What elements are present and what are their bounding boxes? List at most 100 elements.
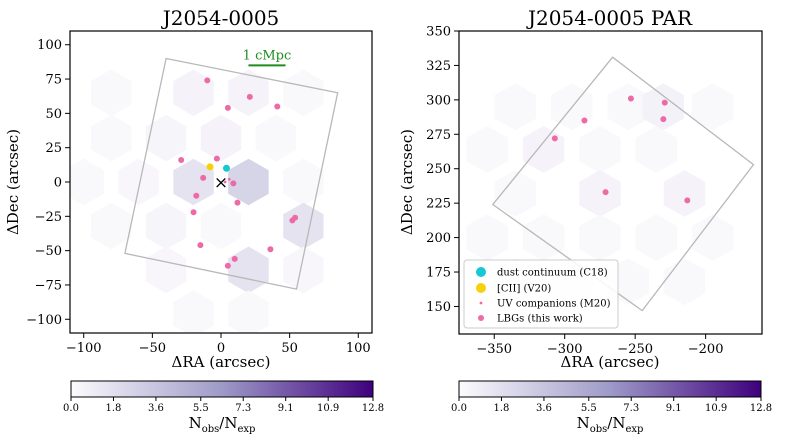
colorbar-label-sub2: exp (625, 424, 643, 435)
y-tick-label: 250 (426, 162, 451, 177)
lbg-point (213, 155, 220, 162)
y-tick-label: 175 (426, 266, 451, 281)
legend: dust continuum (C18) [CII] (V20) UV comp… (463, 259, 619, 329)
dust-point (222, 164, 230, 172)
hexbin-cell (228, 290, 269, 333)
right-axes-frame (458, 30, 763, 335)
hexbin-cell (663, 170, 706, 217)
right-points (551, 95, 691, 204)
y-tick-label: 75 (45, 73, 62, 88)
colorbar-tick-label: 10.9 (705, 403, 727, 414)
hexbin-cell (635, 214, 678, 261)
x-tick-label: 50 (281, 341, 298, 356)
hexbin-cell (255, 114, 297, 162)
legend-lbg-label: LBGs (this work) (497, 314, 583, 325)
hexbin-cell (494, 83, 537, 131)
y-tick-label: 200 (426, 231, 451, 246)
colorbar-tick-label: 0.0 (63, 403, 79, 414)
hexbin-cell (466, 126, 508, 173)
lbg-point (200, 174, 207, 181)
hexbin-cell (173, 290, 214, 333)
lbg-point (661, 99, 668, 106)
hexbin-cell (70, 158, 104, 206)
left-x-ticks: −100 −50 0 50 100 (66, 333, 371, 356)
colorbar-label-main: N (189, 414, 202, 432)
x-tick-label: −250 (617, 342, 653, 357)
hexbin-cell (145, 114, 187, 162)
colorbar-label-sub1: obs (590, 424, 608, 435)
lbg-point (193, 192, 200, 199)
hexbin-cell (228, 69, 269, 117)
y-tick-label: 325 (426, 59, 451, 74)
uv-point (223, 180, 227, 184)
legend-cii-marker (476, 283, 486, 293)
x-tick-label: −200 (688, 342, 724, 357)
lbg-point (224, 262, 231, 269)
lbg-point (660, 116, 667, 123)
y-tick-label: −75 (35, 278, 62, 293)
left-colorbar-gradient (70, 380, 374, 398)
hexbin-cell (228, 246, 269, 294)
lbg-point (204, 77, 211, 84)
legend-uv-label: UV companions (M20) (497, 299, 611, 310)
lbg-point (231, 255, 238, 262)
x-tick-label: 0 (217, 341, 225, 356)
colorbar-tick-label: 3.6 (148, 403, 164, 414)
right-colorbar: 0.0 1.8 3.6 5.5 7.3 9.1 10.9 12.8 Nobs/Nexp (451, 380, 772, 435)
left-y-ticks: −100 −75 −50 −25 0 25 50 75 100 (26, 38, 70, 328)
hexbin-cell (173, 158, 214, 206)
colorbar-tick-label: 9.1 (666, 403, 682, 414)
left-panel-title: J2054-0005 (161, 6, 280, 30)
hexbin-cell (228, 158, 269, 206)
y-tick-label: −25 (35, 210, 62, 225)
legend-box (463, 259, 619, 329)
hexbin-cell (691, 214, 734, 261)
lbg-point (551, 135, 558, 142)
y-tick-label: 50 (45, 107, 62, 122)
right-x-ticks: −350 −300 −250 −200 (476, 334, 723, 357)
legend-uv-marker (479, 301, 483, 305)
left-colorbar-ticks: 0.0 1.8 3.6 5.5 7.3 9.1 10.9 12.8 (63, 397, 384, 414)
y-tick-label: 150 (426, 300, 451, 315)
hexbin-cell (283, 202, 324, 250)
uv-point (227, 177, 231, 181)
lbg-point (267, 246, 274, 253)
colorbar-label-sub1: obs (202, 424, 220, 435)
colorbar-tick-label: 10.9 (317, 403, 339, 414)
colorbar-tick-label: 1.8 (106, 403, 122, 414)
right-colorbar-ticks: 0.0 1.8 3.6 5.5 7.3 9.1 10.9 12.8 (451, 397, 772, 414)
left-colorbar: 0.0 1.8 3.6 5.5 7.3 9.1 10.9 12.8 Nobs/Nexp (63, 380, 384, 435)
hexbin-cell (283, 158, 324, 206)
hexbin-cell (283, 69, 324, 117)
left-points (178, 77, 299, 269)
hexbin-cell (145, 246, 187, 294)
x-tick-label: −100 (66, 341, 102, 356)
lbg-point (178, 157, 185, 164)
y-tick-label: 350 (426, 25, 451, 40)
y-tick-label: −50 (35, 244, 62, 259)
hexbin-cell (607, 83, 649, 131)
hexbin-cell (283, 246, 324, 294)
right-colorbar-label: Nobs/Nexp (577, 414, 644, 435)
y-tick-label: 275 (426, 128, 451, 143)
colorbar-tick-label: 3.6 (536, 403, 552, 414)
right-x-axis-label: ΔRA (arcsec) (561, 353, 660, 371)
colorbar-tick-label: 7.3 (623, 403, 639, 414)
right-colorbar-gradient (458, 380, 762, 398)
y-tick-label: −100 (26, 313, 62, 328)
right-field-footprint (491, 56, 755, 312)
colorbar-tick-label: 1.8 (494, 403, 510, 414)
x-tick-label: 100 (346, 341, 371, 356)
colorbar-tick-label: 9.1 (278, 403, 294, 414)
hexbin-cell (91, 69, 132, 117)
y-tick-label: 100 (37, 38, 62, 53)
legend-dust-marker (476, 267, 486, 277)
hexbin-cell (91, 114, 132, 162)
right-y-axis-label: ΔDec (arcsec) (398, 129, 416, 235)
left-x-axis-label: ΔRA (arcsec) (172, 353, 271, 371)
hexbin-cell (200, 114, 242, 162)
left-scale-bar: 1 cMpc (243, 48, 291, 67)
legend-lbg-marker (478, 315, 484, 321)
hexbin-cell (635, 126, 678, 173)
lbg-point (246, 93, 253, 100)
